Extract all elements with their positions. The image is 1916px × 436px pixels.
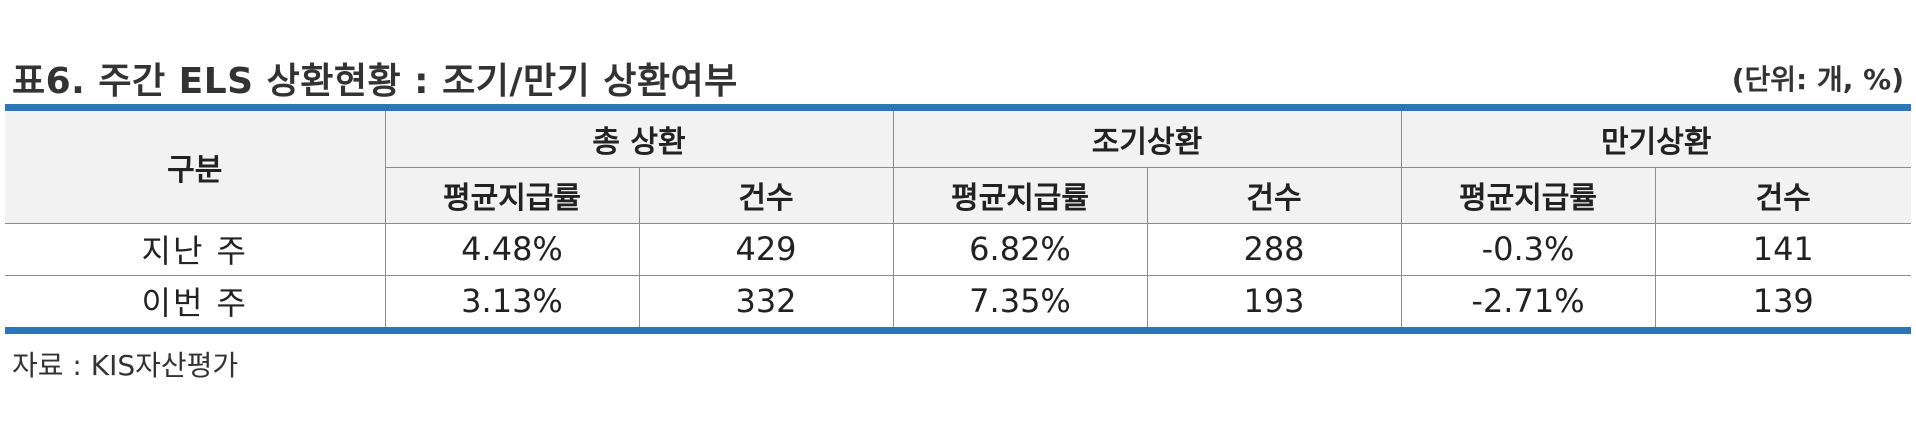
subheader-early-count: 건수 [1146,166,1402,224]
group-header-early: 조기상환 [892,111,1402,168]
subheader-early-avg-rate: 평균지급률 [892,166,1148,224]
row-label-this-week: 이번 주 [5,274,386,327]
table-title: 표6. 주간 ELS 상환현황 : 조기/만기 상환여부 [12,61,738,102]
table-cell: 288 [1146,222,1402,276]
table-cell: -0.3% [1400,222,1656,276]
table-cell: 332 [638,274,894,327]
table-cell: -2.71% [1400,274,1656,327]
table-cell: 141 [1654,222,1911,276]
table-row: 이번 주 3.13% 332 7.35% 193 -2.71% 139 [5,274,1911,327]
group-header-total: 총 상환 [384,111,894,168]
subheader-maturity-count: 건수 [1654,166,1911,224]
els-redemption-table: 구분 총 상환 조기상환 만기상환 평균지급률 건수 평균지급률 건수 평균지급… [5,111,1911,327]
subheader-maturity-avg-rate: 평균지급률 [1400,166,1656,224]
table-cell: 3.13% [384,274,640,327]
row-header: 구분 [5,111,386,224]
subheader-total-avg-rate: 평균지급률 [385,166,640,224]
table-cell: 4.48% [384,222,640,276]
subheader-total-count: 건수 [638,166,894,224]
table-cell: 6.82% [892,222,1148,276]
source-note: 자료 : KIS자산평가 [12,349,239,382]
top-rule [5,104,1911,111]
table-cell: 193 [1146,274,1402,327]
table-row: 지난 주 4.48% 429 6.82% 288 -0.3% 141 [5,222,1911,276]
group-header-maturity: 만기상환 [1400,111,1911,168]
row-label-last-week: 지난 주 [5,222,386,276]
table-cell: 139 [1654,274,1911,327]
bottom-rule [5,327,1911,334]
table-cell: 7.35% [892,274,1148,327]
unit-label: (단위: 개, %) [1731,63,1904,96]
table-cell: 429 [638,222,894,276]
